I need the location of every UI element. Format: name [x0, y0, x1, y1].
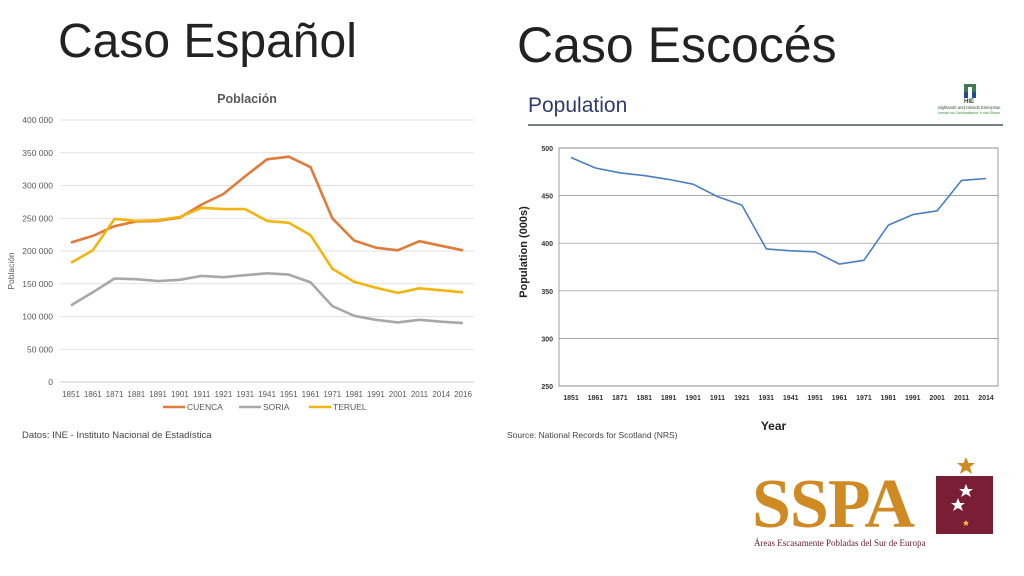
- x-tick-label: 1881: [127, 390, 145, 399]
- y-tick-label: 500: [541, 146, 553, 153]
- x-tick-label: 1901: [685, 395, 701, 402]
- series-line-population: [570, 156, 987, 265]
- x-tick-label: 2011: [954, 395, 969, 402]
- x-tick-label: 1871: [612, 395, 628, 402]
- x-tick-label: 2011: [411, 390, 429, 399]
- hie-logo: HIE Highlands and Islands Enterprise Iom…: [934, 83, 1004, 119]
- x-tick-label: 1901: [171, 390, 189, 399]
- y-tick-label: 400 000: [22, 115, 53, 125]
- y-tick-label: 400: [541, 241, 553, 248]
- x-tick-label: 1931: [759, 395, 775, 402]
- legend-label: SORIA: [263, 402, 290, 412]
- x-tick-label: 1941: [258, 390, 276, 399]
- x-tick-label: 1971: [856, 395, 872, 402]
- y-tick-label: 300: [541, 336, 553, 343]
- x-tick-label: 1851: [563, 395, 579, 402]
- x-tick-label: 1931: [236, 390, 254, 399]
- x-tick-label: 1981: [345, 390, 363, 399]
- y-axis-label: Población: [6, 252, 16, 290]
- x-tick-label: 1851: [62, 390, 80, 399]
- sspa-logo-subtitle: Áreas Escasamente Pobladas del Sur de Eu…: [754, 538, 926, 548]
- y-tick-label: 300 000: [22, 181, 53, 191]
- x-tick-label: 1871: [106, 390, 124, 399]
- x-tick-label: 1961: [832, 395, 848, 402]
- x-tick-label: 2001: [389, 390, 407, 399]
- x-tick-label: 1941: [783, 395, 799, 402]
- legend-label: CUENCA: [187, 402, 223, 412]
- x-tick-label: 1891: [149, 390, 167, 399]
- x-tick-label: 1891: [661, 395, 677, 402]
- stars-icon: [951, 484, 973, 526]
- x-tick-label: 1921: [215, 390, 233, 399]
- scotland-chart-title: Population: [528, 94, 628, 117]
- x-tick-label: 2001: [929, 395, 945, 402]
- hie-logo-text: HIE: [963, 99, 974, 105]
- x-tick-label: 1861: [588, 395, 604, 402]
- legend-label: TERUEL: [333, 402, 367, 412]
- sspa-logo: SSPA Áreas Escasamente Pobladas del Sur …: [752, 456, 997, 556]
- y-tick-label: 0: [48, 377, 53, 387]
- plot-frame: [558, 147, 999, 387]
- x-tick-label: 1951: [280, 390, 298, 399]
- y-tick-label: 350 000: [22, 148, 53, 158]
- series-line-soria: [70, 271, 464, 325]
- chart-title: Población: [217, 92, 277, 106]
- x-axis-label: Year: [761, 419, 787, 433]
- hie-logo-line2: Iomairt na Gàidhealtachd 's nan Eilean: [938, 111, 1000, 115]
- y-axis-label: Population (000s): [518, 206, 530, 298]
- hie-logo-line1: Highlands and Islands Enterprise: [937, 105, 1001, 110]
- x-tick-label: 1921: [734, 395, 750, 402]
- slide-title-spain: Caso Español: [58, 15, 357, 68]
- x-tick-label: 1991: [367, 390, 385, 399]
- x-tick-label: 2014: [432, 390, 450, 399]
- y-tick-label: 50 000: [27, 344, 53, 354]
- x-tick-label: 2014: [978, 395, 994, 402]
- x-tick-label: 2016: [454, 390, 472, 399]
- y-tick-label: 250: [541, 384, 553, 391]
- star-top-icon: [957, 457, 975, 474]
- slide-title-scotland: Caso Escocés: [517, 17, 837, 73]
- y-tick-label: 150 000: [22, 279, 53, 289]
- x-tick-label: 1981: [881, 395, 897, 402]
- hie-mark-icon: [964, 84, 976, 98]
- y-tick-label: 450: [541, 194, 553, 201]
- title-divider: [528, 124, 1003, 126]
- y-tick-label: 200 000: [22, 246, 53, 256]
- x-tick-label: 1971: [323, 390, 341, 399]
- y-tick-label: 100 000: [22, 312, 53, 322]
- x-tick-label: 1911: [193, 390, 211, 399]
- x-tick-label: 1951: [807, 395, 823, 402]
- x-tick-label: 1991: [905, 395, 921, 402]
- sspa-logo-text: SSPA: [752, 466, 915, 543]
- series-line-teruel: [70, 206, 464, 295]
- source-note-spain: Datos: INE - Instituto Nacional de Estad…: [22, 430, 212, 441]
- y-tick-label: 350: [541, 289, 553, 296]
- sspa-logo-stars-box: [936, 476, 993, 534]
- source-note-scotland: Source: National Records for Scotland (N…: [507, 430, 678, 440]
- x-tick-label: 1911: [710, 395, 725, 402]
- x-tick-label: 1881: [636, 395, 652, 402]
- x-tick-label: 1961: [302, 390, 320, 399]
- y-tick-label: 250 000: [22, 213, 53, 223]
- x-tick-label: 1861: [84, 390, 102, 399]
